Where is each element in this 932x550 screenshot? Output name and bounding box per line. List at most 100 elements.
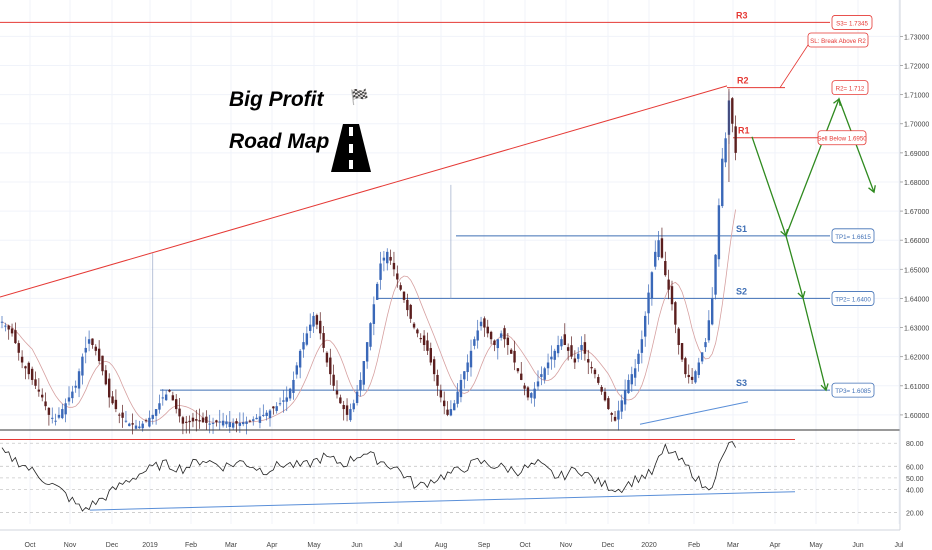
candle-body <box>379 263 382 280</box>
candle-body <box>134 425 138 429</box>
candle-body <box>17 343 20 353</box>
candle-body <box>77 371 81 389</box>
rsi-tick-label: 20.00 <box>906 510 924 517</box>
candle-body <box>473 339 476 346</box>
candle-body <box>734 126 737 153</box>
arrowhead-tp2 <box>797 290 806 300</box>
candle-body <box>409 304 412 319</box>
candle-body <box>248 420 252 422</box>
candle-body <box>164 394 168 401</box>
candle-body <box>597 377 600 383</box>
candle-body <box>309 324 312 331</box>
candle-body <box>158 403 161 410</box>
candle-body <box>41 394 44 398</box>
road-icon <box>331 124 371 172</box>
moving-average-line <box>1 209 736 423</box>
candle-body <box>419 338 422 340</box>
candle-body <box>151 414 154 419</box>
candle-body <box>221 420 225 426</box>
candle-body <box>315 315 319 325</box>
candle-body <box>332 374 335 386</box>
candle-body <box>717 205 721 260</box>
candle-body <box>265 412 268 417</box>
tag-s2-text: TP2= 1.6400 <box>835 296 871 303</box>
candle-body <box>707 320 711 341</box>
candle-body <box>553 350 556 360</box>
projected-path <box>751 97 875 238</box>
candle-body <box>339 397 342 404</box>
candle-body <box>392 262 396 270</box>
level-label-r3: R3 <box>736 10 748 20</box>
time-tick-label: Apr <box>267 542 279 549</box>
candle-body <box>587 359 590 363</box>
tag-stop-loss-box <box>807 32 869 48</box>
candle-body <box>630 374 633 385</box>
candle-body <box>449 409 453 416</box>
candle-body <box>329 357 332 375</box>
candle-body <box>637 353 640 364</box>
candle-body <box>205 416 208 423</box>
candle-body <box>154 409 158 416</box>
time-tick-label: Feb <box>688 542 700 549</box>
candle-body <box>436 374 439 386</box>
candle-body <box>443 400 446 407</box>
candle-body <box>530 393 533 398</box>
level-label-r2: R2 <box>737 76 749 86</box>
candle-body <box>406 299 409 311</box>
candle-body <box>352 403 355 410</box>
candle-body <box>181 417 185 424</box>
candle-body <box>593 369 597 375</box>
time-tick-label: Dec <box>602 542 615 549</box>
candle-body <box>496 339 499 349</box>
chart-title-line-2: Road Map <box>229 130 330 153</box>
rsi-tick-label: 40.00 <box>906 487 924 494</box>
candle-body <box>704 342 707 348</box>
candle-body <box>486 326 489 334</box>
candle-body <box>647 292 650 314</box>
time-tick-label: Jul <box>895 542 904 549</box>
candle-body <box>84 347 87 353</box>
candle-body <box>359 379 362 391</box>
time-tick-label: Jun <box>351 542 362 549</box>
candle-body <box>456 391 459 404</box>
candle-body <box>600 386 603 392</box>
candle-body <box>516 368 520 372</box>
candle-body <box>560 339 563 347</box>
candle-body <box>463 371 466 380</box>
candle-body <box>298 350 302 368</box>
candle-body <box>654 251 657 267</box>
candle-body <box>124 420 128 422</box>
candle-body <box>325 352 329 363</box>
support-resistance-levels: R3 R2 R1 S1 S2 S3 <box>0 10 830 425</box>
candle-body <box>617 410 620 420</box>
time-tick-label: Feb <box>185 542 197 549</box>
tag-s3-box <box>831 382 875 398</box>
candle-body <box>319 320 322 334</box>
candle-body <box>610 413 613 415</box>
candle-body <box>141 423 144 429</box>
candle-body <box>24 366 27 369</box>
tag-r3-box <box>831 15 873 30</box>
price-tick-label: 1.63000 <box>904 326 929 333</box>
price-tick-label: 1.61000 <box>904 384 929 391</box>
candle-body <box>268 410 272 419</box>
candle-body <box>238 422 242 426</box>
candle-body <box>101 355 104 372</box>
candle-body <box>81 356 84 376</box>
candle-body <box>67 397 71 402</box>
candle-body <box>422 335 426 346</box>
time-tick-label: Sep <box>478 542 491 549</box>
candle-body <box>61 409 64 419</box>
candle-body <box>489 331 493 340</box>
chart-title-line-1: Big Profit <box>229 88 324 111</box>
candle-body <box>114 399 118 410</box>
candle-body <box>633 368 637 378</box>
candle-body <box>650 272 654 299</box>
candle-body <box>543 368 546 380</box>
moving-average <box>1 209 736 423</box>
level-label-s1: S1 <box>736 224 747 234</box>
candle-body <box>644 315 647 337</box>
candle-body <box>389 256 392 261</box>
candle-body <box>218 421 221 423</box>
